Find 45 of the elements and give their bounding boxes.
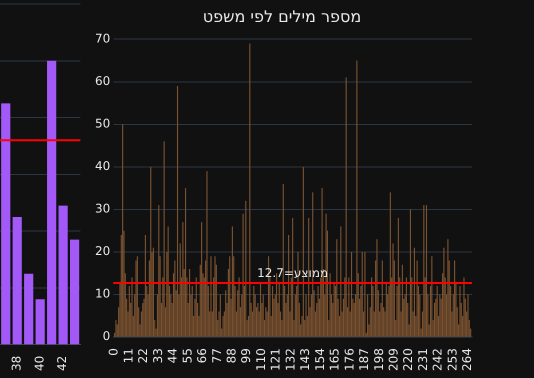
x-tick-label: 242 <box>430 348 445 371</box>
x-tick-label: 33 <box>150 348 165 364</box>
x-tick-label: 110 <box>254 348 268 371</box>
x-tick-label: 55 <box>180 348 194 364</box>
y-tick-label: 0 <box>102 329 110 344</box>
x-tick-label: 77 <box>210 348 224 364</box>
x-tick-label: 198 <box>372 348 386 371</box>
x-tick-label: 231 <box>416 348 430 371</box>
bar <box>12 216 22 344</box>
x-tick-label: 154 <box>312 348 327 371</box>
x-tick-label: 88 <box>224 348 239 364</box>
bar <box>70 240 80 344</box>
y-tick-label: 70 <box>94 31 110 46</box>
x-tick-label: 44 <box>166 348 180 364</box>
chart-title: מספר מילים לפי משפט <box>202 6 362 26</box>
x-tick-label: 132 <box>283 348 298 371</box>
x-tick-label: 121 <box>268 348 283 371</box>
x-tick-label: 38 <box>9 356 24 372</box>
x-tick-label: 40 <box>32 356 46 372</box>
y-tick-label: 30 <box>94 202 110 216</box>
bar <box>1 103 10 344</box>
bar <box>47 60 56 344</box>
x-tick-label: 0 <box>106 348 121 356</box>
x-tick-label: 42 <box>55 356 70 372</box>
y-tick-label: 10 <box>94 286 110 301</box>
x-tick-label: 187 <box>357 348 372 371</box>
bar <box>24 274 34 344</box>
y-tick-label: 50 <box>94 116 110 130</box>
x-tick-label: 11 <box>121 348 136 364</box>
x-tick-label: 66 <box>195 348 210 364</box>
ref-line-label: ממוצע=12.7 <box>257 266 328 280</box>
x-tick-label: 22 <box>136 348 150 364</box>
x-tick-label: 143 <box>298 348 312 371</box>
x-tick-label: 220 <box>401 348 416 371</box>
y-tick-label: 60 <box>94 74 110 88</box>
x-tick-label: 99 <box>239 348 254 364</box>
y-tick-label: 20 <box>94 244 110 258</box>
bar <box>58 206 68 344</box>
bar <box>36 299 45 344</box>
x-tick-label: 264 <box>460 348 474 371</box>
y-tick-label: 40 <box>94 158 110 173</box>
x-tick-label: 176 <box>342 348 356 371</box>
x-tick-label: 165 <box>328 348 342 371</box>
x-tick-label: 209 <box>386 348 400 371</box>
x-tick-label: 253 <box>445 348 460 371</box>
